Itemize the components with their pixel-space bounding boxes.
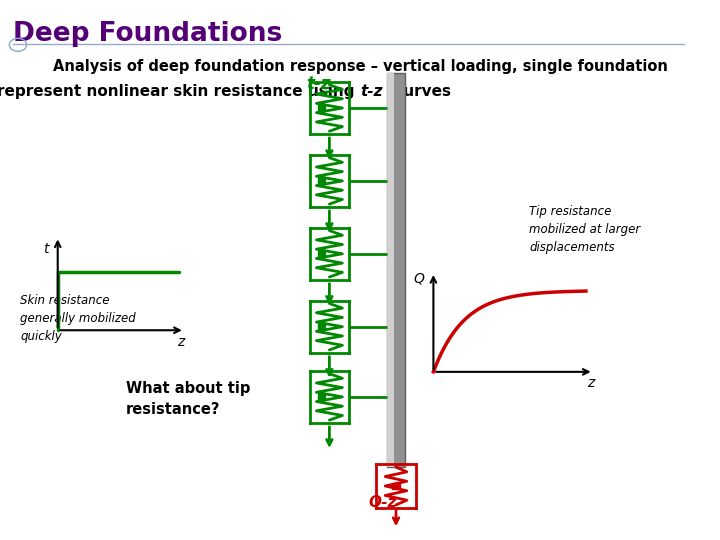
Bar xyxy=(318,394,325,400)
Bar xyxy=(387,73,405,467)
Text: Skin resistance
generally mobilized
quickly: Skin resistance generally mobilized quic… xyxy=(20,294,136,343)
Text: Discretize pile, represent nonlinear skin resistance using: Discretize pile, represent nonlinear ski… xyxy=(0,84,360,99)
Bar xyxy=(392,483,400,489)
Bar xyxy=(318,105,325,111)
Text: curves: curves xyxy=(389,84,451,99)
Bar xyxy=(318,323,325,329)
Text: Q-z: Q-z xyxy=(369,495,397,510)
Bar xyxy=(318,251,325,256)
Text: t-z: t-z xyxy=(306,75,330,92)
Text: Analysis of deep foundation response – vertical loading, single foundation: Analysis of deep foundation response – v… xyxy=(53,59,667,75)
Text: t: t xyxy=(43,242,48,256)
Text: z: z xyxy=(587,376,594,390)
Text: Q: Q xyxy=(413,272,424,286)
Bar xyxy=(387,73,395,467)
Text: z: z xyxy=(178,335,185,349)
Bar xyxy=(318,178,325,184)
Text: What about tip
resistance?: What about tip resistance? xyxy=(126,381,251,417)
Text: Deep Foundations: Deep Foundations xyxy=(13,21,282,46)
Text: Tip resistance
mobilized at larger
displacements: Tip resistance mobilized at larger displ… xyxy=(529,205,641,254)
Text: t-z: t-z xyxy=(360,84,383,99)
